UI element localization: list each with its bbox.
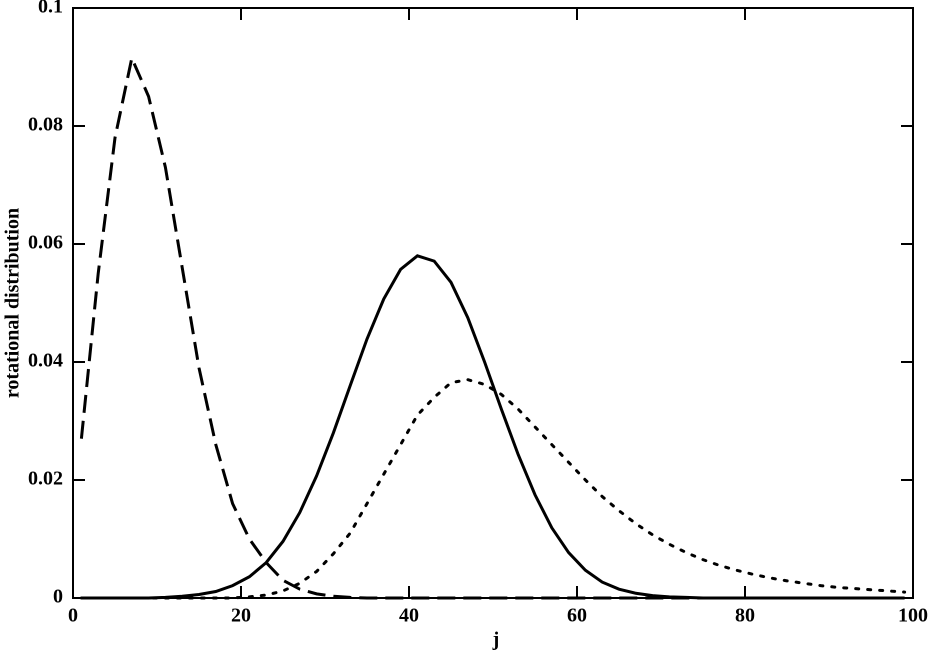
y-tick-label: 0.02: [28, 468, 63, 490]
x-tick-label: 60: [567, 605, 587, 627]
x-tick-label: 0: [68, 605, 78, 627]
x-tick-label: 100: [898, 605, 928, 627]
series-line: [79, 53, 905, 600]
x-axis-label: j: [492, 629, 500, 651]
x-tick-label: 20: [231, 605, 251, 627]
x-tick-label: 80: [735, 605, 755, 627]
series-line: [79, 378, 907, 600]
x-tick-label: 40: [399, 605, 419, 627]
plot-frame: [72, 7, 914, 599]
y-axis-label: rotational distribution: [2, 208, 24, 398]
y-tick-label: 0.1: [38, 0, 63, 18]
y-tick-label: 0.04: [28, 350, 63, 372]
y-tick-label: 0: [53, 586, 63, 608]
series-line: [81, 254, 905, 600]
y-tick-label: 0.06: [28, 232, 63, 254]
y-tick-label: 0.08: [28, 114, 63, 136]
